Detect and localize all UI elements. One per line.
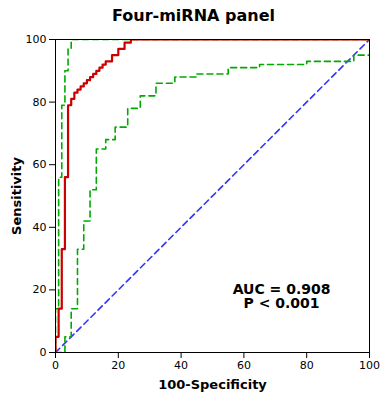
svg-text:40: 40 bbox=[174, 359, 188, 372]
svg-text:100: 100 bbox=[359, 359, 380, 372]
svg-text:80: 80 bbox=[33, 96, 47, 109]
svg-text:60: 60 bbox=[237, 359, 251, 372]
svg-text:100-Specificity: 100-Specificity bbox=[158, 377, 267, 392]
svg-text:80: 80 bbox=[300, 359, 314, 372]
svg-text:60: 60 bbox=[33, 158, 47, 171]
svg-text:40: 40 bbox=[33, 221, 47, 234]
html-text:Four-miRNA panel: Four-miRNA panel bbox=[112, 6, 275, 25]
svg-text:20: 20 bbox=[111, 359, 125, 372]
svg-text:0: 0 bbox=[40, 346, 47, 359]
svg-text:100: 100 bbox=[26, 33, 47, 46]
svg-text:AUC = 0.908P < 0.001: AUC = 0.908P < 0.001 bbox=[233, 281, 331, 311]
svg-text:Sensitivity: Sensitivity bbox=[9, 157, 24, 235]
svg-text:20: 20 bbox=[33, 283, 47, 296]
svg-text:0: 0 bbox=[52, 359, 59, 372]
